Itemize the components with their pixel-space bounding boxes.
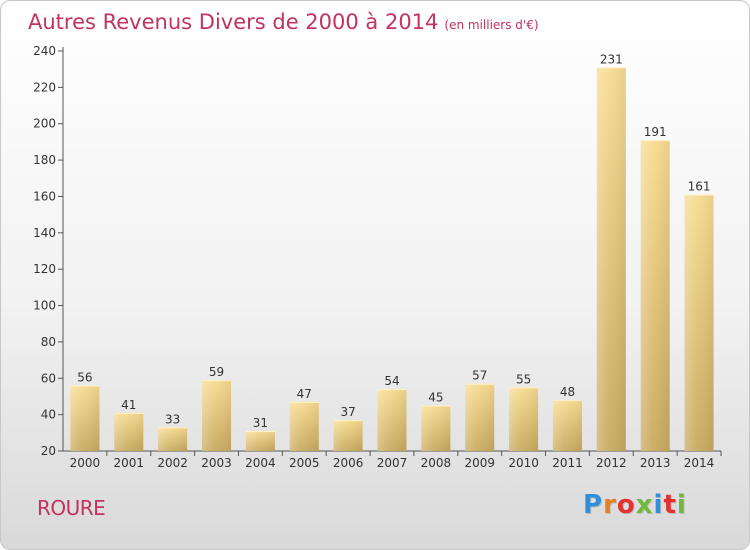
bar-shine-2009: [465, 383, 495, 451]
bar-shine-2014: [684, 194, 714, 452]
data-label-2009: 57: [472, 369, 487, 383]
x-tick-label: 2006: [333, 456, 364, 470]
y-tick-label: 220: [33, 80, 56, 94]
logo-letter: i: [676, 490, 687, 520]
bar-shine-2003: [202, 380, 232, 451]
y-tick-label: 160: [33, 189, 56, 203]
x-tick-label: 2011: [552, 456, 583, 470]
logo-letter: o: [616, 490, 636, 520]
logo-letter: t: [663, 490, 677, 520]
data-label-2010: 55: [516, 372, 531, 386]
x-tick-label: 2008: [421, 456, 452, 470]
bar-shine-2000: [70, 385, 100, 451]
y-tick-label: 60: [41, 371, 56, 385]
bar-shine-2010: [509, 387, 539, 451]
x-tick-label: 2003: [201, 456, 232, 470]
y-tick-label: 200: [33, 117, 56, 131]
title-main: Autres Revenus Divers de 2000 à 2014: [28, 10, 439, 34]
data-label-2013: 191: [644, 125, 667, 139]
y-tick-label: 140: [33, 226, 56, 240]
x-tick-label: 2009: [464, 456, 495, 470]
x-tick-label: 2005: [289, 456, 320, 470]
x-tick-label: 2012: [596, 456, 627, 470]
data-label-2005: 47: [297, 387, 312, 401]
logo-letter: x: [635, 490, 654, 520]
bar-shine-2001: [114, 412, 144, 451]
bar-shine-2005: [289, 401, 319, 451]
x-tick-label: 2001: [114, 456, 145, 470]
x-tick-label: 2013: [640, 456, 671, 470]
logo-letter: P: [583, 490, 604, 520]
y-tick-label: 100: [33, 299, 56, 313]
bar-shine-2011: [552, 400, 582, 451]
title-unit: (en milliers d'€): [444, 18, 539, 32]
y-tick-label: 180: [33, 153, 56, 167]
x-tick-label: 2002: [157, 456, 188, 470]
data-label-2012: 231: [600, 52, 623, 66]
y-tick-label: 120: [33, 262, 56, 276]
x-tick-label: 2010: [508, 456, 539, 470]
y-tick-label: 80: [41, 335, 56, 349]
bar-shine-2012: [596, 67, 626, 451]
data-label-2004: 31: [253, 416, 268, 430]
x-tick-label: 2014: [684, 456, 715, 470]
data-label-2006: 37: [340, 405, 355, 419]
y-tick-label: 240: [33, 44, 56, 58]
x-tick-label: 2007: [377, 456, 408, 470]
data-label-2002: 33: [165, 412, 180, 426]
bar-shine-2006: [333, 420, 363, 451]
data-label-2000: 56: [77, 371, 92, 385]
data-labels: 56 41 33 59 31 47 37 54 45 57 55 48 231 191 161: [77, 52, 710, 430]
logo-letter: i: [653, 490, 664, 520]
bar-shine-2013: [640, 140, 670, 451]
data-label-2001: 41: [121, 398, 136, 412]
proxiti-logo: Proxiti: [583, 490, 687, 520]
chart-title: Autres Revenus Divers de 2000 à 2014 (en …: [28, 10, 539, 34]
commune-name: ROURE: [37, 496, 106, 520]
data-label-2014: 161: [688, 180, 711, 194]
x-tick-label: 2000: [70, 456, 101, 470]
data-label-2007: 54: [384, 374, 399, 388]
y-axis: 20 40 60 80 100 120 140 160 180 200 220 240: [33, 44, 64, 458]
bar-shine-2002: [158, 427, 188, 451]
data-label-2003: 59: [209, 365, 224, 379]
data-label-2008: 45: [428, 391, 443, 405]
logo-letter: r: [603, 490, 617, 520]
y-tick-label: 20: [41, 444, 56, 458]
x-tick-label: 2004: [245, 456, 276, 470]
bar-shine-2004: [245, 431, 275, 451]
y-tick-label: 40: [41, 408, 56, 422]
bar-shine-2008: [421, 405, 451, 451]
data-label-2011: 48: [560, 385, 575, 399]
x-axis: 2000 2001 2002 2003 2004 2005 2006 2007 2008 2009…: [63, 450, 722, 470]
bars: [70, 67, 714, 452]
bar-shine-2007: [377, 389, 407, 451]
